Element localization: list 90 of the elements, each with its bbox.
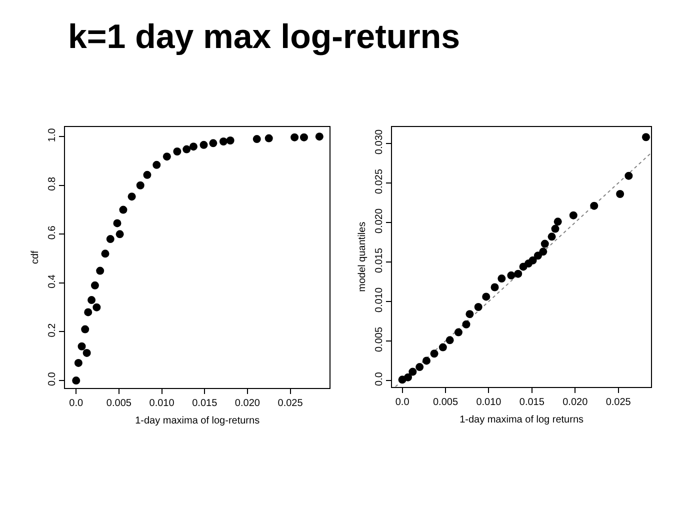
point: [101, 250, 110, 258]
point: [143, 170, 152, 179]
point: [534, 252, 542, 260]
point: [290, 133, 299, 142]
point: [642, 133, 650, 142]
x-axis-title: 1-day maxima of log-returns: [135, 415, 260, 426]
point: [466, 310, 474, 318]
point: [514, 270, 522, 278]
point: [490, 283, 499, 292]
point: [88, 296, 96, 304]
point: [92, 303, 101, 312]
point: [540, 240, 549, 248]
point: [482, 292, 490, 301]
point: [422, 356, 430, 365]
point: [136, 181, 144, 190]
point: [81, 325, 90, 334]
point: [462, 320, 470, 328]
point: [624, 172, 633, 180]
point: [474, 302, 482, 311]
x-tick-label: 0.010: [476, 396, 502, 408]
point: [106, 235, 114, 244]
point: [182, 145, 191, 154]
point: [90, 281, 99, 290]
point: [498, 274, 506, 283]
point: [128, 192, 136, 201]
point: [113, 219, 122, 228]
point: [430, 350, 438, 358]
point: [96, 266, 104, 275]
chart-title: k=1 day max log-returns: [68, 18, 460, 56]
y-tick-label: 0.015: [374, 248, 385, 273]
point: [554, 218, 562, 226]
point: [209, 139, 218, 148]
y-axis-title: model quantiles: [356, 222, 368, 292]
point: [507, 271, 516, 280]
x-tick-label: 0.020: [562, 396, 588, 408]
point: [162, 152, 171, 161]
x-axis-title: 1-day maxima of log returns: [460, 414, 584, 426]
point: [72, 376, 80, 385]
point: [300, 133, 308, 142]
x-tick-label: 0.005: [106, 398, 132, 409]
point: [116, 230, 124, 238]
point: [551, 224, 560, 233]
point: [200, 140, 208, 149]
y-tick-label: 0.0: [374, 372, 385, 386]
point: [78, 342, 86, 350]
point: [119, 206, 128, 214]
point: [226, 136, 234, 144]
x-tick-label: 0.020: [234, 398, 260, 409]
point: [82, 348, 91, 357]
y-tick-label: 0.020: [374, 208, 385, 234]
y-tick-label: 0.005: [374, 326, 385, 352]
point: [173, 147, 182, 156]
x-tick-label: 0.005: [432, 396, 458, 408]
point: [189, 142, 198, 151]
y-tick-label: 0.010: [374, 287, 385, 312]
x-tick-label: 0.0: [395, 396, 410, 408]
point: [219, 137, 228, 146]
point: [404, 373, 412, 382]
y-tick-label: 0.030: [374, 128, 385, 154]
point: [74, 358, 82, 367]
x-tick-label: 0.015: [519, 396, 545, 408]
x-tick-label: 0.025: [278, 398, 304, 409]
point: [454, 328, 462, 336]
point: [548, 232, 556, 241]
point: [84, 308, 92, 316]
point: [315, 132, 324, 141]
point: [569, 211, 578, 220]
point: [616, 190, 624, 198]
point: [539, 248, 548, 256]
x-tick-label: 0.015: [192, 398, 218, 409]
y-axis-title: cdf: [30, 250, 41, 264]
x-tick-label: 0.010: [149, 398, 175, 409]
point: [264, 134, 273, 142]
point: [416, 363, 424, 372]
y-tick-label: 0.8: [46, 176, 58, 191]
x-tick-label: 0.0: [69, 398, 84, 409]
y-tick-label: 0.6: [46, 225, 58, 240]
point: [152, 160, 161, 169]
point: [590, 202, 598, 210]
point: [446, 336, 454, 344]
point: [438, 343, 447, 352]
y-tick-label: 0.4: [46, 274, 58, 288]
point: [252, 135, 261, 144]
point: [408, 368, 417, 376]
y-tick-label: 0.025: [374, 168, 385, 194]
x-tick-label: 0.025: [606, 396, 632, 408]
y-tick-label: 0.2: [46, 322, 58, 338]
y-tick-label: 1.0: [46, 128, 58, 142]
point: [528, 256, 537, 264]
y-tick-label: 0.0: [46, 372, 58, 386]
